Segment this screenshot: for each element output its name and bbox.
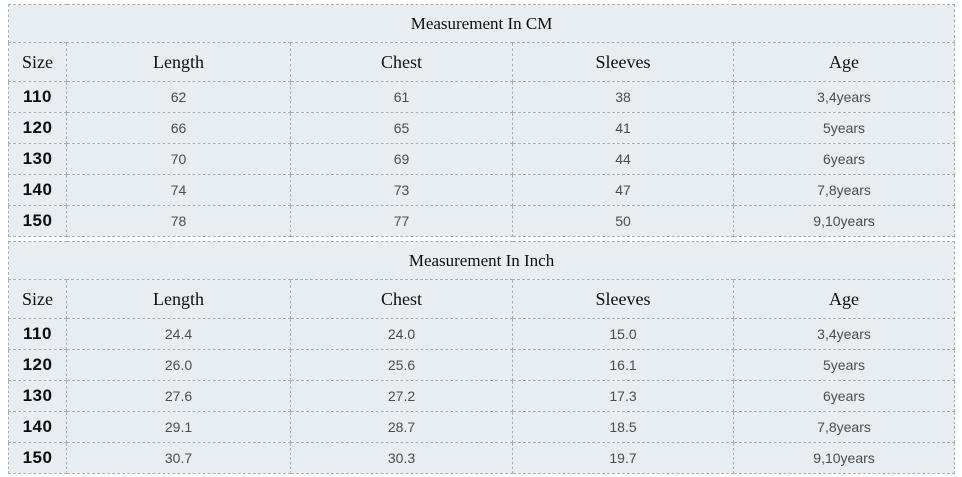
table-title: Measurement In CM [7,4,956,43]
table-cell: 62 [66,81,291,113]
table-row: 140 74 73 47 7,8years [8,174,956,206]
table-cell: 18.5 [512,411,734,443]
size-cell: 140 [8,411,67,443]
table-cell: 69 [290,143,513,175]
table-row: 120 66 65 41 5years [8,112,956,144]
column-header-length: Length [66,42,291,82]
table-cell: 78 [66,205,291,237]
table-cell: 30.7 [66,442,291,474]
table-cell: 9,10years [732,205,956,237]
table-cell: 25.6 [290,349,513,381]
table-cell: 65 [290,112,513,144]
table-row: 150 30.7 30.3 19.7 9,10years [8,442,956,474]
table-cell: 15.0 [512,318,734,350]
table-cell: 61 [290,81,513,113]
size-cell: 130 [8,143,67,175]
size-cell: 140 [8,174,67,206]
table-cell: 73 [290,174,513,206]
table-cell: 24.4 [66,318,291,350]
column-header-size: Size [8,42,67,82]
size-cell: 150 [8,205,67,237]
table-row: 130 27.6 27.2 17.3 6years [8,380,956,412]
table-cell: 3,4years [732,318,956,350]
column-header-chest: Chest [290,279,513,319]
table-cell: 6years [732,380,956,412]
column-header-age: Age [732,279,956,319]
table-cell: 50 [512,205,734,237]
table-row: 130 70 69 44 6years [8,143,956,175]
column-header-length: Length [66,279,291,319]
table-row: 150 78 77 50 9,10years [8,205,956,237]
table-header-row: Size Length Chest Sleeves Age [8,42,956,82]
table-cell: 17.3 [512,380,734,412]
table-cell: 7,8years [732,411,956,443]
table-cell: 24.0 [290,318,513,350]
table-row: 140 29.1 28.7 18.5 7,8years [8,411,956,443]
table-cell: 29.1 [66,411,291,443]
table-cell: 3,4years [732,81,956,113]
table-cell: 70 [66,143,291,175]
measurement-table-cm: Measurement In CM Size Length Chest Sleeves A… [7,4,956,237]
table-cell: 66 [66,112,291,144]
table-row: 110 24.4 24.0 15.0 3,4years [8,318,956,350]
table-cell: 27.2 [290,380,513,412]
table-title-row: Measurement In Inch [7,241,956,280]
table-row: 120 26.0 25.6 16.1 5years [8,349,956,381]
table-cell: 44 [512,143,734,175]
table-cell: 16.1 [512,349,734,381]
table-cell: 74 [66,174,291,206]
size-cell: 120 [8,349,67,381]
size-cell: 110 [8,318,67,350]
table-cell: 30.3 [290,442,513,474]
column-header-age: Age [732,42,956,82]
table-cell: 5years [732,349,956,381]
size-cell: 110 [8,81,67,113]
table-header-row: Size Length Chest Sleeves Age [8,279,956,319]
table-title: Measurement In Inch [7,241,956,280]
table-cell: 19.7 [512,442,734,474]
size-cell: 150 [8,442,67,474]
table-cell: 28.7 [290,411,513,443]
column-header-chest: Chest [290,42,513,82]
table-cell: 27.6 [66,380,291,412]
table-cell: 38 [512,81,734,113]
table-title-row: Measurement In CM [7,4,956,43]
table-row: 110 62 61 38 3,4years [8,81,956,113]
measurement-table-inch: Measurement In Inch Size Length Chest Sleeve… [7,241,956,474]
table-cell: 9,10years [732,442,956,474]
table-cell: 7,8years [732,174,956,206]
column-header-size: Size [8,279,67,319]
column-header-sleeves: Sleeves [512,42,734,82]
table-cell: 47 [512,174,734,206]
table-cell: 77 [290,205,513,237]
column-header-sleeves: Sleeves [512,279,734,319]
table-cell: 41 [512,112,734,144]
size-cell: 120 [8,112,67,144]
table-cell: 26.0 [66,349,291,381]
table-cell: 5years [732,112,956,144]
table-cell: 6years [732,143,956,175]
size-cell: 130 [8,380,67,412]
